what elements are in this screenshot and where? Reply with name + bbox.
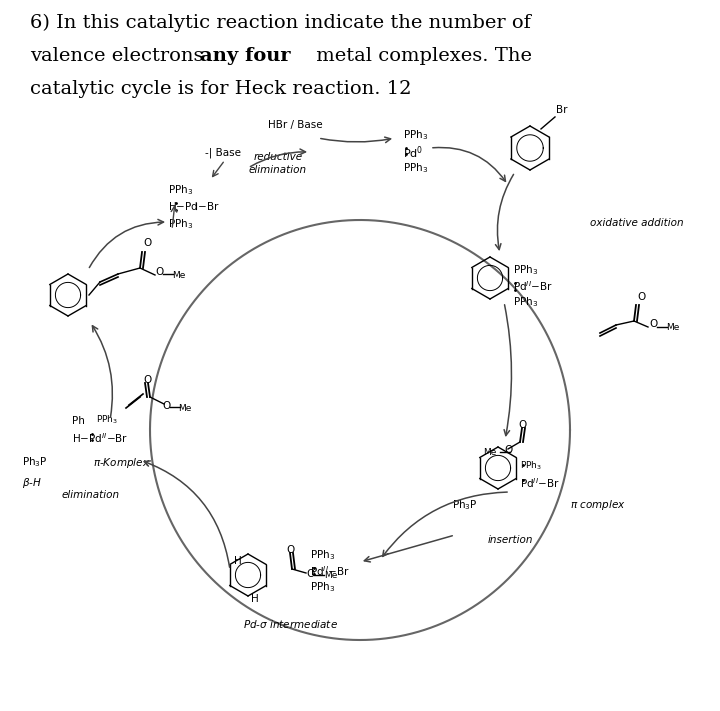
Text: H$-$Pd$^{II}$$-$Br: H$-$Pd$^{II}$$-$Br [72,431,128,445]
Text: PPh$_3$: PPh$_3$ [310,580,336,594]
Text: PPh$_3$: PPh$_3$ [520,460,542,473]
Text: O: O [143,238,151,248]
Text: Pd$^0$: Pd$^0$ [403,144,423,161]
Text: Me: Me [178,404,192,413]
Text: $\pi$ complex: $\pi$ complex [570,498,626,512]
Text: 6) In this catalytic reaction indicate the number of: 6) In this catalytic reaction indicate t… [30,14,531,32]
Text: Pd-$\sigma$ intermediate: Pd-$\sigma$ intermediate [243,618,338,630]
Text: O: O [504,445,512,455]
Text: O: O [286,545,294,555]
Text: PPh$_3$: PPh$_3$ [96,414,118,427]
Text: PPh$_3$: PPh$_3$ [403,161,428,175]
Text: Br: Br [556,105,567,115]
Text: elimination: elimination [249,165,307,175]
Text: H: H [251,594,259,604]
Text: H: H [234,556,242,566]
Text: elimination: elimination [62,490,120,500]
Text: O: O [637,292,645,302]
Text: reductive: reductive [253,152,302,162]
Text: H$-$Pd$-$Br: H$-$Pd$-$Br [168,200,220,212]
Text: PPh$_3$: PPh$_3$ [513,263,539,277]
Text: O: O [649,319,657,329]
Text: Me: Me [324,571,338,580]
Text: Me: Me [666,323,680,332]
Text: Ph: Ph [72,416,85,426]
Text: O: O [306,569,314,579]
Text: HBr / Base: HBr / Base [268,120,323,130]
Text: oxidative addition: oxidative addition [590,218,683,228]
Text: $\pi$-Komplex: $\pi$-Komplex [93,456,150,470]
Text: PPh$_3$: PPh$_3$ [168,217,193,231]
Text: O: O [155,267,163,277]
Text: valence electrons: valence electrons [30,47,210,65]
Text: O: O [144,375,152,385]
Text: Ph$_3$P: Ph$_3$P [22,455,48,469]
Text: PPh$_3$: PPh$_3$ [403,128,428,141]
Text: O: O [518,420,526,430]
Text: Ph$_3$P: Ph$_3$P [452,498,478,512]
Text: any four: any four [200,47,291,65]
Text: PPh$_3$: PPh$_3$ [168,183,193,197]
Text: PPh$_3$: PPh$_3$ [310,548,336,562]
Text: PPh$_3$: PPh$_3$ [513,295,539,309]
Text: Me: Me [172,271,185,280]
Text: Pd$^{II}$$-$Br: Pd$^{II}$$-$Br [520,476,559,490]
Text: $\beta$-H: $\beta$-H [22,476,42,490]
Text: catalytic cycle is for Heck reaction. 12: catalytic cycle is for Heck reaction. 12 [30,80,412,98]
Text: insertion: insertion [488,535,534,545]
Text: Pd$^{II}$$-$Br: Pd$^{II}$$-$Br [310,564,350,578]
Text: metal complexes. The: metal complexes. The [310,47,532,65]
Text: Pd$^{II}$$-$Br: Pd$^{II}$$-$Br [513,279,553,293]
Text: Me: Me [482,448,496,457]
Text: -| Base: -| Base [205,148,241,159]
Text: O: O [162,401,170,411]
